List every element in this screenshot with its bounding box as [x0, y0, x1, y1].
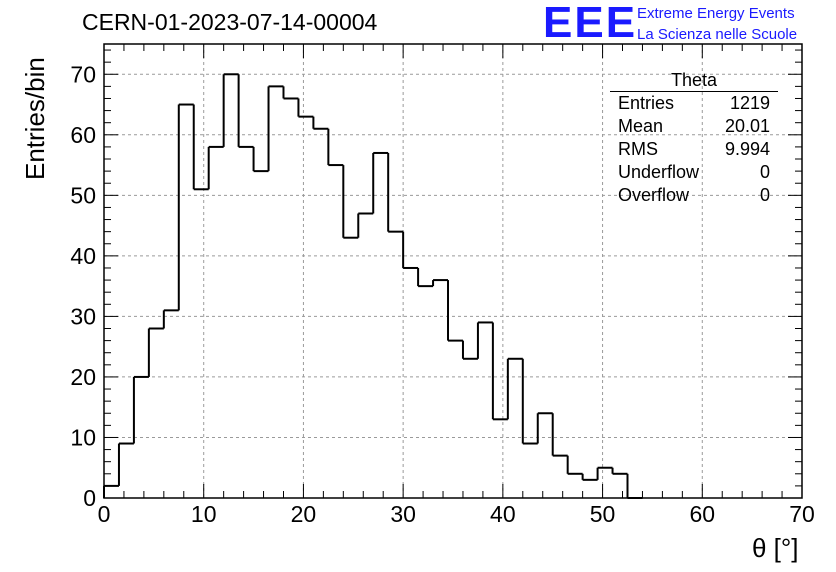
stats-value: 20.01	[724, 116, 770, 136]
x-tick-label: 40	[490, 501, 516, 527]
y-tick-label: 40	[70, 243, 96, 269]
y-tick-label: 10	[70, 424, 96, 450]
x-tick-label: 60	[689, 501, 715, 527]
y-tick-label: 50	[70, 182, 96, 208]
chart-title: CERN-01-2023-07-14-00004	[82, 9, 378, 35]
stats-box: Theta Entries 1219 Mean 20.01 RMS 9.994 …	[610, 70, 778, 207]
x-tick-label: 50	[590, 501, 616, 527]
stats-label: Entries	[618, 93, 675, 113]
stats-row-entries: Entries 1219	[610, 92, 778, 115]
x-tick-label: 10	[191, 501, 217, 527]
x-axis-label: θ [°]	[752, 533, 799, 563]
stats-title: Theta	[610, 70, 778, 92]
stats-value: 0	[759, 162, 770, 182]
x-tick-label: 20	[291, 501, 317, 527]
stats-row-underflow: Underflow 0	[610, 161, 778, 184]
x-tick-label: 30	[390, 501, 416, 527]
logo-line-1: Extreme Energy Events	[637, 5, 795, 22]
stats-label: Mean	[618, 116, 664, 136]
stats-label: Overflow	[618, 185, 690, 205]
stats-row-rms: RMS 9.994	[610, 138, 778, 161]
stats-value: 9.994	[724, 139, 770, 159]
y-tick-label: 30	[70, 303, 96, 329]
y-tick-label: 0	[83, 485, 96, 511]
stats-value: 1219	[729, 93, 770, 113]
logo-text: Extreme Energy Events La Scienza nelle S…	[637, 3, 797, 45]
x-tick-label: 70	[789, 501, 815, 527]
stats-label: Underflow	[618, 162, 700, 182]
y-tick-label: 70	[70, 61, 96, 87]
stats-row-mean: Mean 20.01	[610, 115, 778, 138]
y-tick-label: 60	[70, 122, 96, 148]
y-axis-label: Entries/bin	[20, 57, 50, 180]
y-tick-label: 20	[70, 364, 96, 390]
eee-logo: EEE	[543, 0, 638, 47]
plot-frame	[103, 43, 803, 499]
logo-line-2: La Scienza nelle Scuole	[637, 26, 798, 43]
stats-row-overflow: Overflow 0	[610, 184, 778, 207]
stats-label: RMS	[618, 139, 658, 159]
stats-value: 0	[759, 185, 770, 205]
x-tick-label: 0	[98, 501, 111, 527]
